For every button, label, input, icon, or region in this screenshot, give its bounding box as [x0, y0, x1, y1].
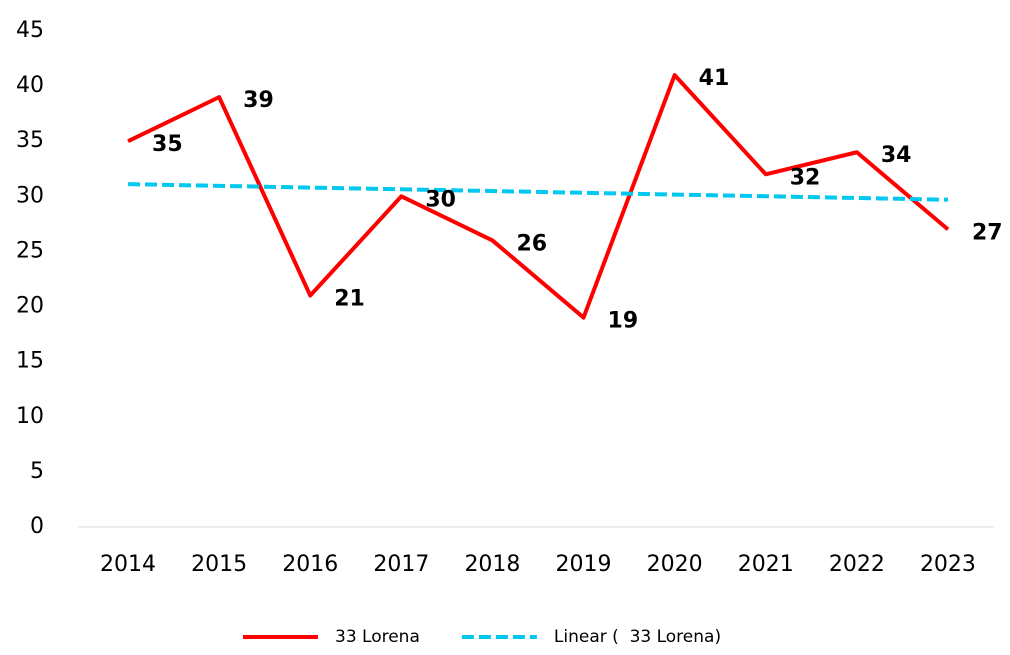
y-tick-label: 5	[30, 459, 44, 484]
data-label: 41	[699, 66, 730, 91]
y-tick-label: 15	[16, 349, 44, 374]
x-tick-label: 2016	[282, 552, 338, 577]
x-tick-label: 2020	[647, 552, 703, 577]
legend-label: Linear ( 33 Lorena)	[554, 627, 721, 647]
y-tick-label: 45	[16, 18, 44, 43]
y-tick-label: 35	[16, 128, 44, 153]
data-label: 21	[334, 287, 365, 312]
y-tick-label: 10	[16, 404, 44, 429]
x-tick-label: 2017	[373, 552, 429, 577]
y-tick-label: 40	[16, 73, 44, 98]
series-line	[127, 73, 950, 320]
x-tick-label: 2021	[738, 552, 794, 577]
x-tick-label: 2014	[100, 552, 156, 577]
y-tick-label: 25	[16, 238, 44, 263]
data-label: 19	[608, 309, 639, 334]
data-label: 32	[790, 165, 821, 190]
x-tick-label: 2018	[464, 552, 520, 577]
x-tick-label: 2022	[829, 552, 885, 577]
legend-label: 33 Lorena	[335, 627, 420, 647]
y-tick-label: 20	[16, 294, 44, 319]
x-tick-label: 2015	[191, 552, 247, 577]
y-tick-label: 0	[30, 514, 44, 539]
x-tick-label: 2019	[556, 552, 612, 577]
data-label: 27	[972, 220, 1003, 245]
data-label: 26	[516, 231, 547, 256]
data-label: 35	[152, 132, 183, 157]
y-tick-label: 30	[16, 183, 44, 208]
data-label: 30	[425, 187, 456, 212]
data-label: 34	[881, 143, 912, 168]
data-label: 39	[243, 88, 274, 113]
trend-line	[128, 182, 948, 202]
x-tick-label: 2023	[920, 552, 976, 577]
